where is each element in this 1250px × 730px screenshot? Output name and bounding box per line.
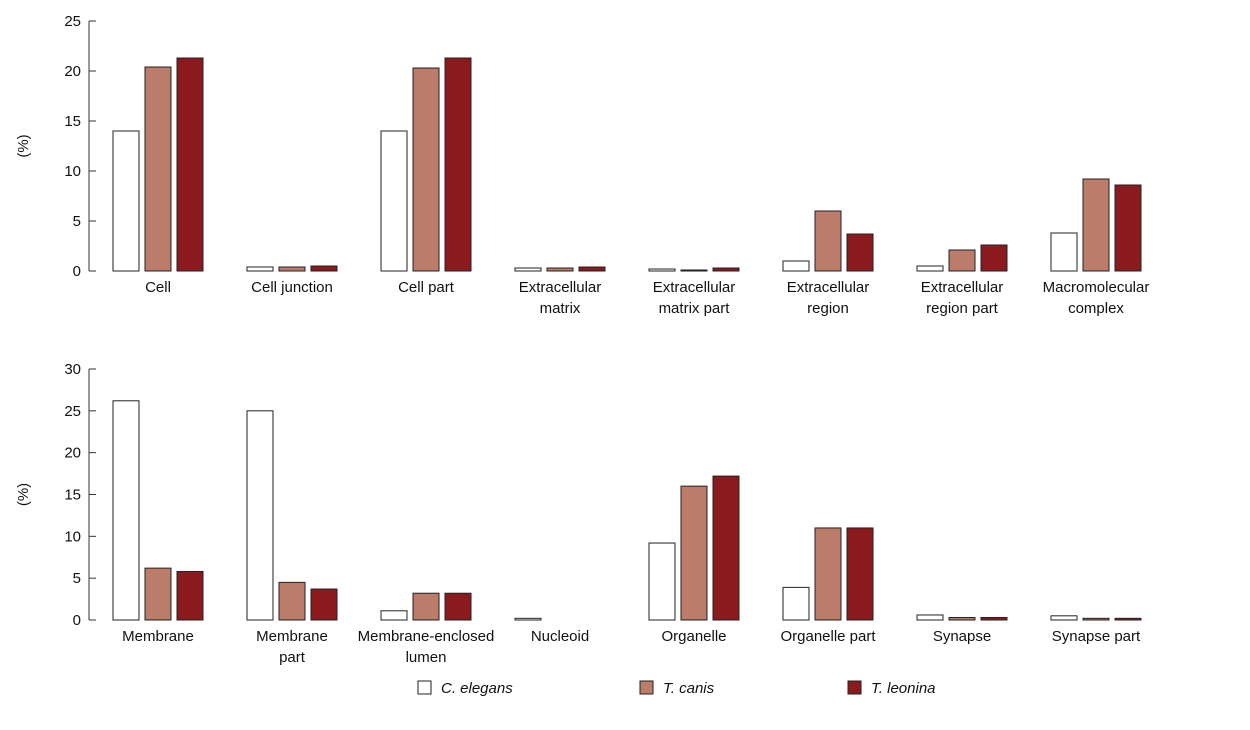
bar-c-elegans-cell (112, 130, 140, 272)
category-label: Nucleoid (531, 628, 589, 645)
bar-t-leonina-organelle (712, 475, 740, 621)
bar-t-leonina-extracellular-matrix-part (712, 267, 740, 272)
category-label: Extracellular matrix (519, 279, 602, 317)
category-label: Synapse (933, 628, 991, 645)
bar-t-canis-membrane-part (278, 581, 306, 621)
y-tick-label: 25 (64, 13, 81, 30)
y-tick-label: 30 (64, 361, 81, 378)
y-axis-title: (%) (15, 483, 32, 506)
y-tick-label: 0 (73, 263, 81, 280)
bar-c-elegans-extracellular-region-part (916, 265, 944, 272)
bar-t-leonina-membrane-enclosed-lumen (444, 592, 472, 621)
bar-c-elegans-membrane-enclosed-lumen (380, 610, 408, 621)
legend-swatch-t-canis (639, 680, 654, 695)
bar-t-canis-extracellular-matrix-part (680, 269, 708, 272)
category-label: Extracellular matrix part (653, 279, 736, 317)
bar-c-elegans-nucleoid (514, 617, 542, 621)
bar-t-canis-membrane-enclosed-lumen (412, 592, 440, 621)
bar-t-canis-macromolecular-complex (1082, 178, 1110, 272)
bar-c-elegans-organelle-part (782, 586, 810, 621)
chart-panel-2: 0 5 10 15 20 25 30 (%) Membrane Membrane part Membr… (15, 361, 1142, 666)
bar-t-canis-organelle (680, 485, 708, 621)
bar-t-canis-cell (144, 66, 172, 272)
y-tick-label: 25 (64, 403, 81, 420)
bar-c-elegans-macromolecular-complex (1050, 232, 1078, 272)
legend-swatch-t-leonina (847, 680, 862, 695)
bar-c-elegans-membrane (112, 400, 140, 621)
category-label: Organelle (661, 628, 726, 645)
category-label: Extracellular region part (921, 279, 1004, 317)
category-label: Extracellular region (787, 279, 870, 317)
bar-t-leonina-extracellular-region-part (980, 244, 1008, 272)
bar-t-leonina-cell-part (444, 57, 472, 272)
bar-c-elegans-synapse-part (1050, 615, 1078, 621)
bar-t-canis-organelle-part (814, 527, 842, 621)
bar-t-leonina-membrane (176, 570, 204, 621)
bar-t-leonina-organelle-part (846, 527, 874, 621)
bar-t-leonina-synapse (980, 616, 1008, 621)
category-label: Synapse part (1052, 628, 1141, 645)
bar-c-elegans-cell-part (380, 130, 408, 272)
category-label: Membrane (122, 628, 194, 645)
y-tick-label: 5 (73, 570, 81, 587)
bar-t-canis-extracellular-matrix (546, 267, 574, 272)
category-label: Membrane-enclosed lumen (358, 628, 495, 666)
bar-t-leonina-extracellular-region (846, 233, 874, 272)
bar-c-elegans-synapse (916, 614, 944, 621)
bar-c-elegans-extracellular-region (782, 260, 810, 272)
bar-c-elegans-cell-junction (246, 266, 274, 272)
category-label: Macromolecular complex (1043, 279, 1150, 317)
bar-t-canis-synapse (948, 616, 976, 621)
y-tick-label: 20 (64, 63, 81, 80)
bar-t-canis-membrane (144, 567, 172, 621)
category-label: Cell (145, 279, 171, 296)
legend-label-t-canis: T. canis (663, 680, 715, 697)
category-label: Membrane part (256, 628, 328, 666)
bar-t-canis-synapse-part (1082, 617, 1110, 621)
legend-label-c-elegans: C. elegans (441, 680, 513, 697)
chart-legend: C. elegans T. canis T. leonina (417, 680, 936, 697)
category-label: Cell junction (251, 279, 333, 296)
bar-t-leonina-cell-junction (310, 265, 338, 272)
y-tick-label: 10 (64, 528, 81, 545)
y-tick-label: 0 (73, 612, 81, 629)
bar-t-leonina-macromolecular-complex (1114, 184, 1142, 272)
bar-t-canis-extracellular-region-part (948, 249, 976, 272)
bar-c-elegans-membrane-part (246, 410, 274, 621)
y-tick-label: 15 (64, 487, 81, 504)
bar-t-canis-cell-junction (278, 266, 306, 272)
bar-c-elegans-organelle (648, 542, 676, 621)
category-label: Cell part (398, 279, 455, 296)
y-tick-label: 10 (64, 163, 81, 180)
y-tick-label: 20 (64, 445, 81, 462)
y-tick-label: 5 (73, 213, 81, 230)
chart-panel-1: 0 5 10 15 20 25 (%) Cell Cell junction Cell part E… (15, 13, 1149, 317)
bar-t-leonina-extracellular-matrix (578, 266, 606, 272)
bar-t-leonina-cell (176, 57, 204, 272)
y-axis-title: (%) (15, 134, 32, 157)
legend-swatch-c-elegans (417, 680, 432, 695)
category-label: Organelle part (780, 628, 876, 645)
bar-c-elegans-extracellular-matrix-part (648, 268, 676, 272)
bar-t-leonina-synapse-part (1114, 617, 1142, 621)
bar-t-canis-cell-part (412, 67, 440, 272)
bar-t-canis-extracellular-region (814, 210, 842, 272)
bar-t-leonina-membrane-part (310, 588, 338, 621)
legend-label-t-leonina: T. leonina (871, 680, 936, 697)
bar-c-elegans-extracellular-matrix (514, 267, 542, 272)
y-tick-label: 15 (64, 113, 81, 130)
